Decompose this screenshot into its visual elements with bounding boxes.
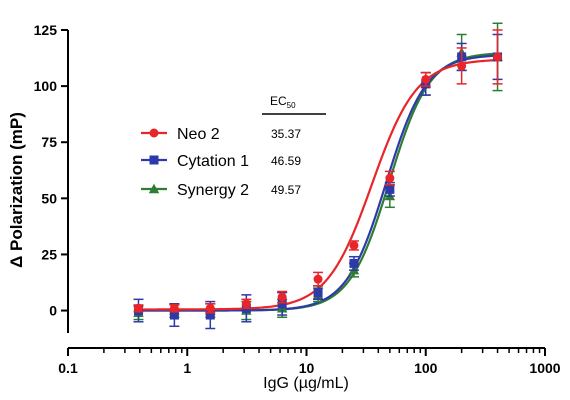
legend: Neo 2 35.37 Cytation 1 46.59 Synergy 2 49.57 xyxy=(141,126,301,199)
y-tick-label: 100 xyxy=(34,78,58,94)
data-point xyxy=(169,303,179,313)
ec50-header: EC50 xyxy=(262,94,326,115)
legend-label: Cytation 1 xyxy=(177,153,249,170)
data-point xyxy=(313,274,323,284)
ec50-header-sub: 50 xyxy=(287,101,296,110)
data-point xyxy=(169,310,179,320)
y-ticks: 0 25 50 75 100 125 xyxy=(34,22,68,319)
x-tick-label: 10 xyxy=(299,360,315,376)
y-tick-label: 25 xyxy=(41,246,57,262)
data-point xyxy=(349,258,359,268)
y-tick-label: 125 xyxy=(34,22,58,38)
data-point xyxy=(205,310,215,320)
data-point xyxy=(277,292,287,302)
svg-text:EC50: EC50 xyxy=(270,94,296,110)
data-point xyxy=(313,288,323,298)
legend-marker xyxy=(149,128,159,138)
ec50-header-main: EC xyxy=(270,94,287,108)
legend-marker xyxy=(148,183,160,194)
legend-item: Neo 2 35.37 xyxy=(141,126,301,143)
data-point xyxy=(133,303,143,313)
data-point xyxy=(385,184,395,194)
axes xyxy=(67,30,545,349)
data-point xyxy=(421,74,431,84)
legend-label: Neo 2 xyxy=(177,126,220,143)
data-point xyxy=(241,299,251,309)
data-point xyxy=(349,240,359,250)
x-tick-label: 0.1 xyxy=(58,360,78,376)
data-point xyxy=(457,61,467,71)
y-tick-label: 0 xyxy=(49,303,57,319)
data-point xyxy=(277,299,287,309)
data-point xyxy=(205,303,215,313)
x-ticks: 0.1 1 10 100 1000 xyxy=(58,348,561,376)
x-tick-label: 1 xyxy=(183,360,191,376)
x-tick-label: 100 xyxy=(414,360,438,376)
y-tick-label: 75 xyxy=(41,134,57,150)
ec50-value: 49.57 xyxy=(271,183,301,197)
legend-label: Synergy 2 xyxy=(177,182,249,199)
data-point xyxy=(493,52,503,62)
ec50-value: 46.59 xyxy=(271,154,301,168)
x-axis-label: IgG (µg/mL) xyxy=(263,375,349,392)
y-tick-label: 50 xyxy=(41,190,57,206)
legend-item: Cytation 1 46.59 xyxy=(141,153,301,170)
data-points xyxy=(133,22,503,330)
y-axis-label: Δ Polarization (mP) xyxy=(7,112,26,268)
x-tick-label: 1000 xyxy=(529,360,560,376)
data-point xyxy=(385,173,395,183)
ec50-value: 35.37 xyxy=(271,127,301,141)
legend-marker xyxy=(149,155,159,165)
legend-item: Synergy 2 49.57 xyxy=(141,182,301,199)
